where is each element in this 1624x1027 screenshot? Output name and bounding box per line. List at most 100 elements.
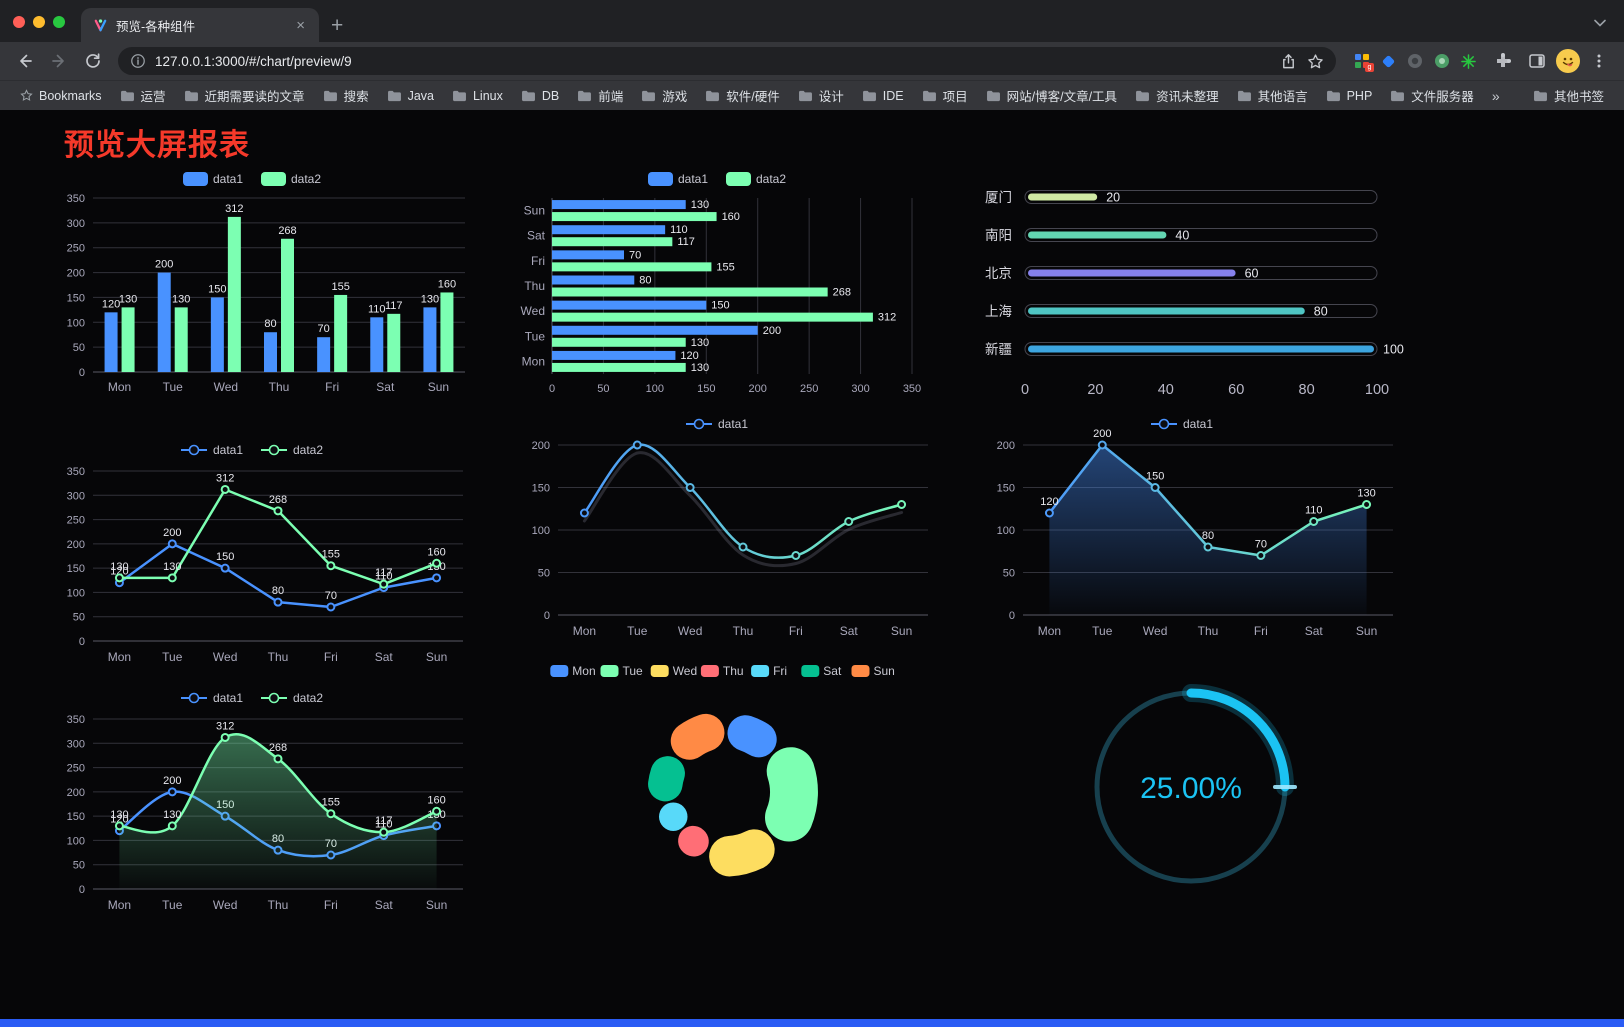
- new-tab-button[interactable]: +: [331, 14, 344, 37]
- svg-text:Sat: Sat: [376, 380, 395, 394]
- browser-tab[interactable]: 预览-各种组件 ×: [81, 8, 319, 42]
- svg-text:268: 268: [268, 742, 286, 754]
- svg-text:117: 117: [374, 815, 392, 827]
- svg-text:200: 200: [155, 259, 173, 271]
- extension-icon-2[interactable]: [1381, 54, 1396, 69]
- svg-text:Fri: Fri: [1253, 624, 1267, 638]
- svg-text:Sun: Sun: [523, 204, 544, 218]
- other-bookmarks-item[interactable]: 其他书签: [1525, 83, 1612, 108]
- svg-text:200: 200: [1093, 428, 1111, 440]
- tab-search-chevron-icon[interactable]: [1594, 14, 1606, 32]
- svg-text:Mon: Mon: [572, 664, 595, 678]
- bookmark-star-icon[interactable]: [1307, 53, 1324, 70]
- bookmark-folder-item[interactable]: 其他语言: [1229, 83, 1316, 108]
- window-close-button[interactable]: [13, 16, 25, 28]
- bookmark-folder-item[interactable]: 文件服务器: [1382, 83, 1482, 108]
- url-bar[interactable]: 127.0.0.1:3000/#/chart/preview/9: [118, 47, 1336, 75]
- svg-text:155: 155: [331, 281, 349, 293]
- bookmark-folder-item[interactable]: 游戏: [633, 83, 695, 108]
- bookmark-label: 其他语言: [1257, 90, 1308, 104]
- bookmark-folder-item[interactable]: 搜索: [315, 83, 377, 108]
- bookmark-label: 网站/博客/文章/工具: [1006, 90, 1118, 104]
- svg-text:130: 130: [163, 809, 181, 821]
- bookmark-folder-item[interactable]: 近期需要读的文章: [176, 83, 313, 108]
- smooth-line-chart[interactable]: data1 0 50 100 150 200 Mon Tue Wed Thu Fri Sat Sun: [506, 411, 946, 651]
- svg-text:100: 100: [66, 317, 84, 329]
- bookmark-folder-item[interactable]: Linux: [444, 86, 511, 106]
- svg-text:新疆: 新疆: [985, 342, 1012, 357]
- gradient-area-line-chart[interactable]: data1 0 50 100 150 200 Mon Tue Wed Thu Fri Sat Sun 12…: [971, 411, 1411, 651]
- capsule-progress-chart[interactable]: 厦门 20 南阳 40 北京 60 上海 80 新疆 100 0 20 40 60 80 100: [971, 166, 1411, 406]
- svg-text:厦门: 厦门: [985, 190, 1012, 205]
- svg-text:150: 150: [996, 483, 1014, 495]
- svg-text:Wed: Wed: [1142, 624, 1166, 638]
- svg-text:Thu: Thu: [268, 380, 289, 394]
- profile-avatar[interactable]: [1556, 49, 1580, 73]
- extensions-puzzle-icon[interactable]: [1488, 46, 1518, 76]
- extension-icon-1[interactable]: g: [1354, 53, 1374, 72]
- folder-icon: [798, 90, 812, 101]
- bookmark-folder-item[interactable]: 前端: [569, 83, 631, 108]
- svg-text:Tue: Tue: [162, 898, 183, 912]
- bookmark-folder-item[interactable]: Java: [379, 86, 442, 106]
- svg-text:50: 50: [1002, 568, 1014, 580]
- gauge-chart[interactable]: 25.00%: [971, 659, 1411, 899]
- menu-kebab-icon[interactable]: [1584, 46, 1614, 76]
- svg-text:南阳: 南阳: [985, 228, 1012, 243]
- bookmark-folder-item[interactable]: DB: [513, 86, 567, 106]
- svg-text:70: 70: [1254, 539, 1266, 551]
- svg-text:150: 150: [66, 811, 84, 823]
- reload-button[interactable]: [78, 46, 108, 76]
- grouped-bar-chart[interactable]: data1 data2050100150200250300350Mon120130…: [41, 166, 481, 406]
- bookmark-folder-item[interactable]: 设计: [790, 83, 852, 108]
- svg-text:0: 0: [78, 884, 84, 896]
- bookmark-folder-item[interactable]: 项目: [914, 83, 976, 108]
- charts-grid: data1 data2 0 50 100 150 200 250 300 350 Mon 120 130…: [28, 166, 1624, 912]
- svg-text:Tue: Tue: [524, 329, 545, 343]
- bookmark-folder-item[interactable]: 软件/硬件: [697, 83, 787, 108]
- folder-icon: [986, 90, 1000, 101]
- bookmark-folder-item[interactable]: PHP: [1318, 86, 1381, 106]
- bookmark-folder-item[interactable]: 运营: [112, 83, 174, 108]
- forward-button[interactable]: [44, 46, 74, 76]
- rose-donut-chart[interactable]: Mon Tue Wed Thu Fri Sat Sun: [506, 659, 946, 899]
- svg-text:Mon: Mon: [521, 354, 544, 368]
- svg-text:Sat: Sat: [374, 650, 393, 664]
- bookmark-folder-item[interactable]: 资讯未整理: [1127, 83, 1227, 108]
- dashboard-page: 预览大屏报表 data1 data2 0 50 100 150 200 250 300 350 Mo…: [0, 110, 1624, 1019]
- svg-text:200: 200: [748, 383, 766, 395]
- svg-text:268: 268: [268, 494, 286, 506]
- folder-icon: [578, 90, 592, 101]
- line-area-chart[interactable]: data1 data2 0 50 100 150 200 250 300 350 Mon Tue Wed…: [41, 685, 481, 925]
- url-text[interactable]: 127.0.0.1:3000/#/chart/preview/9: [155, 53, 352, 69]
- bookmark-folder-item[interactable]: IDE: [854, 86, 912, 106]
- extension-icon-3[interactable]: [1407, 53, 1423, 69]
- svg-text:350: 350: [66, 714, 84, 726]
- svg-text:50: 50: [597, 383, 609, 395]
- svg-text:25.00%: 25.00%: [1140, 772, 1242, 805]
- svg-text:50: 50: [72, 342, 84, 354]
- bookmarks-overflow-chevron[interactable]: »: [1491, 87, 1500, 104]
- multi-line-chart[interactable]: data1 data2 0 50 100 150 200 250 300 350 Mon Tue Wed…: [41, 437, 481, 677]
- svg-text:Sat: Sat: [1304, 624, 1323, 638]
- bookmark-label: 前端: [598, 90, 624, 104]
- svg-text:200: 200: [996, 440, 1014, 452]
- svg-text:data1: data1: [1183, 417, 1213, 431]
- bookmark-item-bookmarks[interactable]: Bookmarks: [12, 86, 110, 106]
- folder-icon: [1237, 90, 1251, 101]
- site-info-icon[interactable]: [130, 53, 146, 69]
- folder-icon: [642, 90, 656, 101]
- share-icon[interactable]: [1280, 53, 1297, 70]
- svg-text:data1: data1: [213, 691, 243, 705]
- extension-icon-5[interactable]: [1461, 53, 1476, 69]
- extension-icon-4[interactable]: [1434, 53, 1450, 69]
- bookmark-folder-item[interactable]: 网站/博客/文章/工具: [978, 83, 1125, 108]
- svg-text:268: 268: [832, 287, 850, 299]
- window-zoom-button[interactable]: [53, 16, 65, 28]
- svg-text:250: 250: [66, 243, 84, 255]
- side-panel-icon[interactable]: [1522, 46, 1552, 76]
- window-minimize-button[interactable]: [33, 16, 45, 28]
- back-button[interactable]: [10, 46, 40, 76]
- tab-close-icon[interactable]: ×: [296, 16, 305, 34]
